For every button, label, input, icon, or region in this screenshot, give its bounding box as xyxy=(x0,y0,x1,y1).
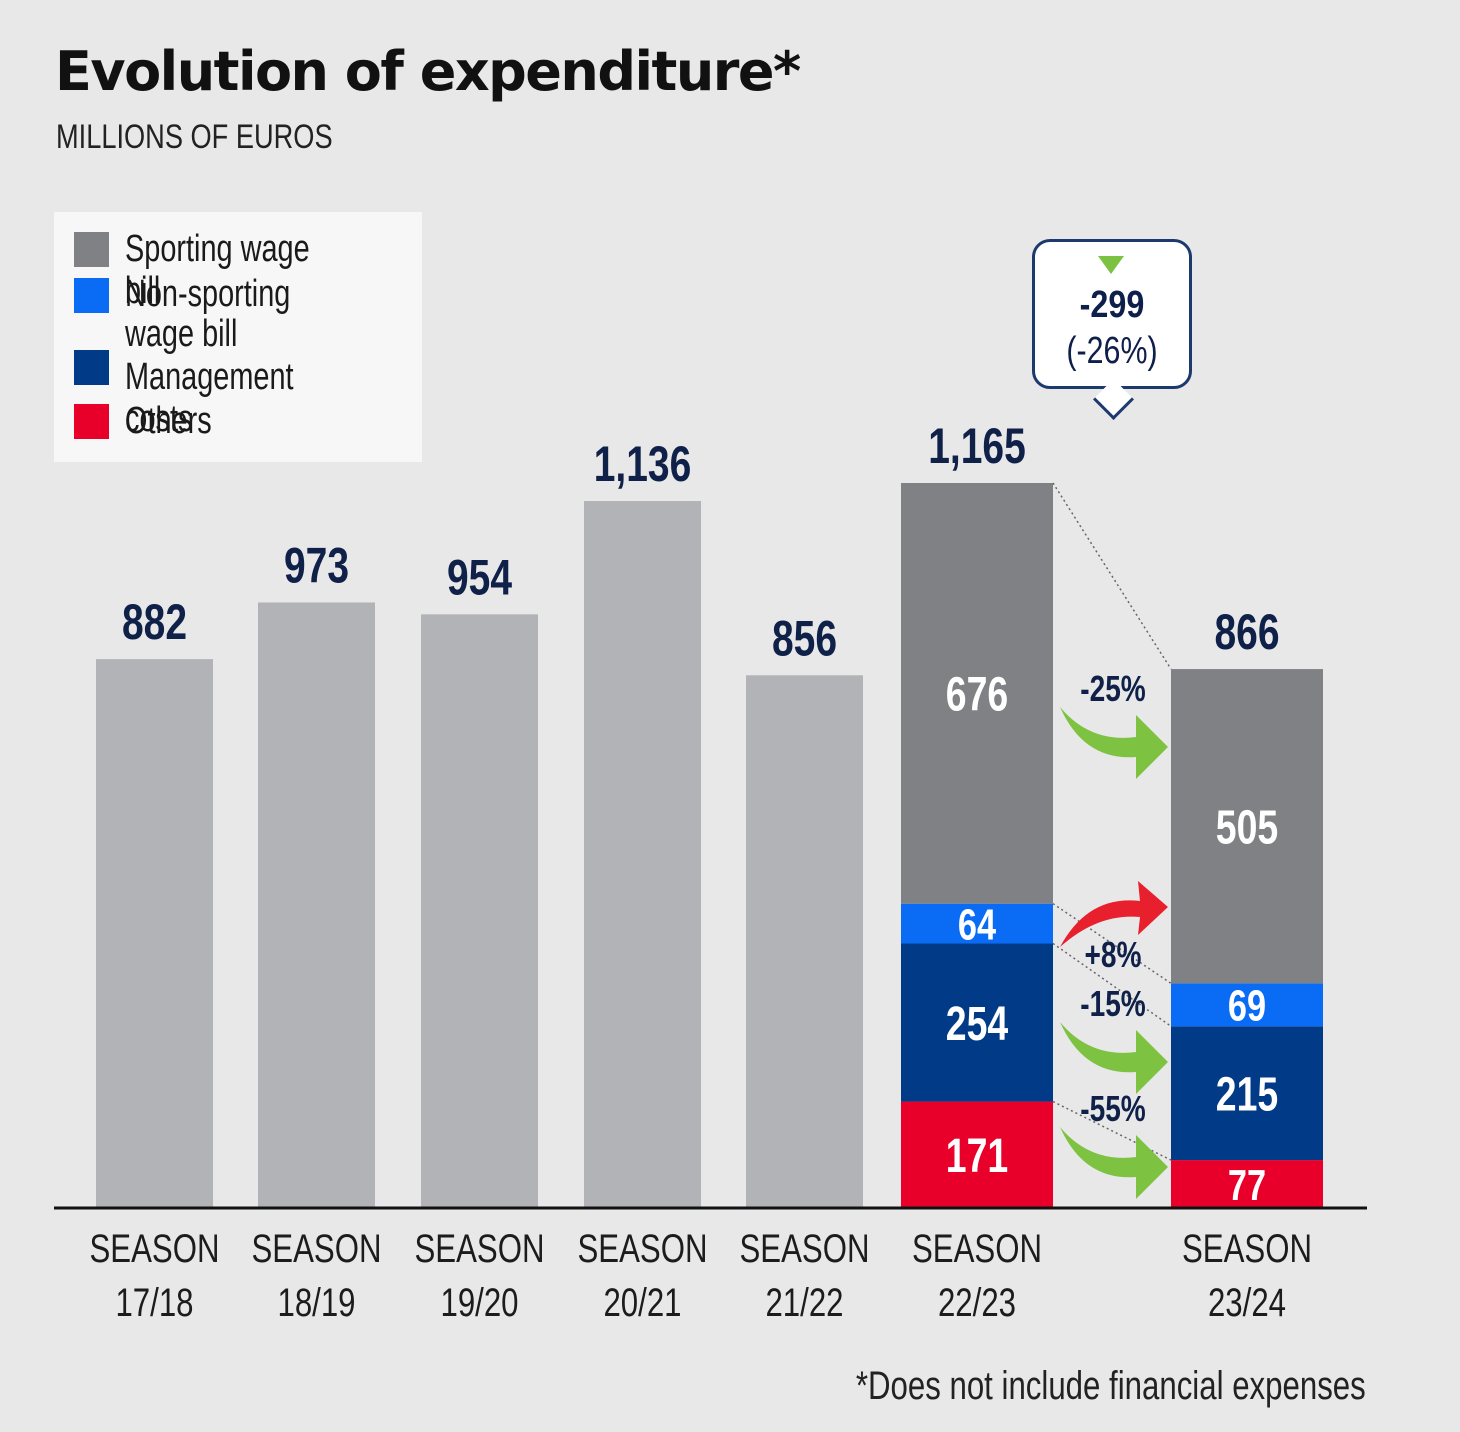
segment-value-label: 676 xyxy=(946,668,1008,722)
decrease-arrow-icon xyxy=(1060,1022,1168,1094)
callout-percent-change: (-26%) xyxy=(1066,330,1158,372)
bar-total-label: 973 xyxy=(284,537,349,594)
connector-line xyxy=(1052,482,1172,670)
bar-segment xyxy=(901,903,1053,944)
legend-item-others: Others xyxy=(74,400,239,442)
legend-label: Others xyxy=(125,400,212,442)
bar xyxy=(584,501,701,1208)
bar-total-label: 1,136 xyxy=(594,435,692,492)
change-percent-label: +8% xyxy=(1085,935,1142,975)
bar-segment xyxy=(901,943,1053,1102)
callout-total-change: -299 xyxy=(1079,284,1145,326)
segment-value-label: 171 xyxy=(946,1130,1008,1184)
x-tick-label: 22/23 xyxy=(938,1280,1016,1325)
chart-subtitle: MILLIONS OF EUROS xyxy=(56,118,333,156)
segment-value-label: 254 xyxy=(946,997,1009,1051)
bar-total-label: 954 xyxy=(447,549,512,606)
legend-label: Management costs xyxy=(125,356,294,440)
legend-swatch-sporting-wage-bill xyxy=(74,232,109,267)
x-tick-label: SEASON xyxy=(89,1226,219,1271)
legend-swatch-management-costs xyxy=(74,350,109,385)
change-callout: -299 (-26%) xyxy=(1032,239,1192,389)
decrease-arrow-icon xyxy=(1060,1127,1168,1199)
chart-legend: Sporting wage bill Non-sporting wage bil… xyxy=(54,212,422,462)
bar xyxy=(746,675,863,1208)
legend-swatch-others xyxy=(74,404,109,439)
bar-total-label: 866 xyxy=(1214,603,1279,660)
connector-line xyxy=(1052,1100,1172,1161)
segment-value-label: 505 xyxy=(1216,801,1278,855)
bar-segment xyxy=(1171,669,1323,984)
legend-item-management-costs: Management costs xyxy=(74,346,422,440)
x-tick-label: SEASON xyxy=(577,1226,707,1271)
x-tick-label: SEASON xyxy=(739,1226,869,1271)
segment-value-label: 64 xyxy=(958,900,996,949)
page-title: Evolution of expenditure* xyxy=(55,40,801,103)
legend-label: Sporting wage bill xyxy=(125,228,310,312)
x-tick-label: SEASON xyxy=(1182,1226,1312,1271)
x-tick-label: 20/21 xyxy=(603,1280,681,1325)
legend-label: Non-sporting wage bill xyxy=(125,273,291,355)
bar-total-label: 882 xyxy=(122,593,187,650)
x-tick-label: 17/18 xyxy=(115,1280,193,1325)
change-percent-label: -25% xyxy=(1080,669,1146,709)
bar-segment xyxy=(1171,1160,1323,1208)
x-tick-label: 21/22 xyxy=(765,1280,843,1325)
segment-value-label: 77 xyxy=(1228,1161,1266,1210)
bar-total-label: 856 xyxy=(772,610,837,667)
bar-total-label: 1,165 xyxy=(928,417,1026,474)
bar xyxy=(258,602,375,1208)
down-triangle-icon xyxy=(1098,256,1124,274)
footnote: *Does not include financial expenses xyxy=(856,1364,1366,1408)
connector-line xyxy=(1052,903,1172,984)
change-percent-label: -15% xyxy=(1080,984,1146,1024)
bar-segment xyxy=(901,1101,1053,1208)
legend-item-non-sporting-wage-bill: Non-sporting wage bill xyxy=(74,274,343,354)
bar xyxy=(421,614,538,1208)
x-tick-label: 18/19 xyxy=(277,1280,355,1325)
change-percent-label: -55% xyxy=(1080,1089,1146,1129)
decrease-arrow-icon xyxy=(1060,707,1168,779)
x-tick-label: SEASON xyxy=(251,1226,381,1271)
x-tick-label: 23/24 xyxy=(1208,1280,1286,1325)
segment-value-label: 69 xyxy=(1228,982,1266,1031)
bar xyxy=(96,659,213,1208)
x-tick-label: 19/20 xyxy=(440,1280,518,1325)
connector-line xyxy=(1052,942,1172,1027)
x-tick-label: SEASON xyxy=(414,1226,544,1271)
legend-swatch-non-sporting-wage-bill xyxy=(74,278,109,313)
increase-arrow-icon xyxy=(1060,881,1168,947)
x-tick-label: SEASON xyxy=(912,1226,1042,1271)
bar-segment xyxy=(1171,1026,1323,1161)
bar-segment xyxy=(1171,983,1323,1027)
legend-item-sporting-wage-bill: Sporting wage bill xyxy=(74,228,422,312)
bar-segment xyxy=(901,483,1053,904)
segment-value-label: 215 xyxy=(1216,1068,1278,1122)
